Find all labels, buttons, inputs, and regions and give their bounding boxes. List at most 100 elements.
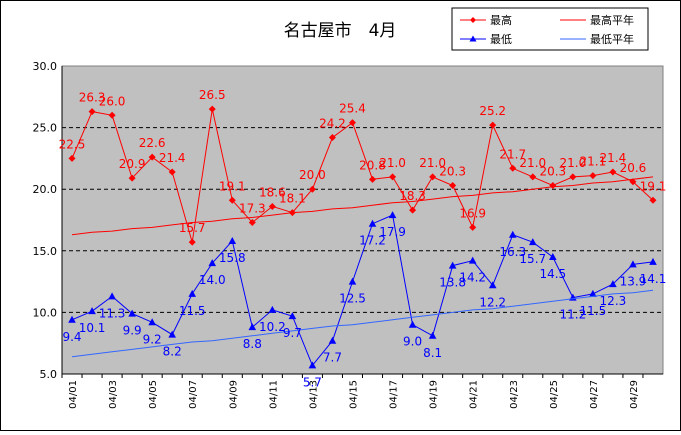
max-data-label: 18.6 [259,185,286,199]
legend-max-normal-label: 最高平年 [590,13,634,27]
series-line-min-normal [71,289,654,358]
axes: 5.0 10.0 15.0 20.0 25.0 30.0 04/01 04/03 04/05 04… [33,60,663,409]
max-point [649,196,657,204]
y-tick-label: 10.0 [33,306,58,319]
min-data-label: 10.2 [259,320,286,334]
max-point [348,119,356,127]
legend-min-label: 最低 [490,33,512,46]
min-point [228,236,237,244]
legend-max-marker [470,17,476,23]
max-data-label: 20.8 [359,158,386,172]
max-point [609,168,617,176]
max-point [409,206,417,214]
min-data-label: 9.2 [143,332,162,346]
min-data-label: 11.2 [559,308,586,322]
max-data-label: 20.6 [620,161,647,175]
min-data-label: 5.7 [303,375,322,389]
y-tick-label: 25.0 [33,122,58,135]
min-point [268,305,277,313]
series-line-max [71,108,654,243]
x-tick-label: 04/25 [549,380,560,409]
min-data-label: 9.9 [123,324,142,338]
min-point [328,336,337,344]
min-point [88,307,96,315]
max-data-label: 26.0 [99,94,126,108]
min-point [428,331,437,339]
max-data-label: 21.0 [419,156,446,170]
max-data-label: 20.3 [439,165,466,179]
max-point [188,238,196,246]
max-point [88,108,96,116]
min-data-label: 7.7 [323,351,342,365]
min-data-label: 14.5 [539,267,566,281]
max-data-label: 21.1 [580,155,607,169]
max-point [489,121,497,129]
max-data-label: 19.1 [219,179,246,193]
min-point [468,256,477,264]
x-tick-label: 04/09 [228,380,239,409]
min-data-label: 9.4 [62,330,81,344]
min-point [248,323,257,331]
grid-lines [62,127,663,313]
max-data-label: 20.0 [299,168,326,182]
max-data-label: 19.1 [640,179,667,193]
x-tick-label: 04/07 [188,380,199,409]
x-tick-label: 04/29 [629,380,640,409]
min-point [128,309,136,317]
max-data-label: 20.3 [539,165,566,179]
min-data-label: 8.8 [243,337,262,351]
max-data-label: 25.2 [479,104,506,118]
x-tick-label: 04/03 [108,380,119,409]
min-point [408,320,417,328]
min-point [148,318,156,326]
max-point [328,133,336,141]
series-line-min [71,214,654,367]
min-point [488,281,497,289]
max-data-label: 22.5 [59,137,86,151]
min-point [188,289,197,297]
min-point [609,280,617,288]
max-data-label: 16.9 [459,206,486,220]
min-point [288,312,297,320]
x-tick-label: 04/13 [308,380,319,409]
chart-title: 名古屋市 4月 [284,21,397,41]
y-tick-label: 20.0 [33,183,58,196]
max-data-label: 17.3 [239,201,266,215]
min-data-label: 8.1 [423,346,442,360]
max-data-label: 26.5 [199,88,226,102]
max-point [629,178,637,186]
legend: 最高 最高平年 最低 最低平年 [451,7,649,51]
max-point [208,105,216,113]
min-point [528,238,537,246]
max-point [168,168,176,176]
max-point [68,154,76,162]
x-tick-label: 04/19 [429,380,440,409]
min-data-label: 13.9 [620,274,647,288]
min-point [508,230,517,238]
x-tick-label: 04/11 [268,380,279,409]
x-tick-label: 04/01 [68,380,79,409]
min-point [168,330,176,338]
x-tick-label: 04/15 [348,380,359,409]
min-point [589,289,597,297]
max-point [248,218,256,226]
min-data-label: 12.3 [600,294,627,308]
max-point [108,111,116,119]
min-data-label: 13.8 [439,276,466,290]
max-data-label: 21.0 [519,156,546,170]
min-data-label: 9.0 [403,335,422,349]
max-point [228,196,236,204]
data-labels: 22.526.326.020.922.621.415.726.519.117.3… [59,88,667,389]
max-point [389,173,397,181]
max-point [469,223,477,231]
min-data-label: 15.7 [519,252,546,266]
min-point [308,361,317,369]
legend-min-normal-label: 最低平年 [590,32,634,46]
x-tick-label: 04/21 [469,380,480,409]
min-point [649,257,657,265]
min-point [448,261,457,269]
max-point [429,173,437,181]
max-point [449,182,457,190]
max-data-label: 18.1 [279,192,306,206]
